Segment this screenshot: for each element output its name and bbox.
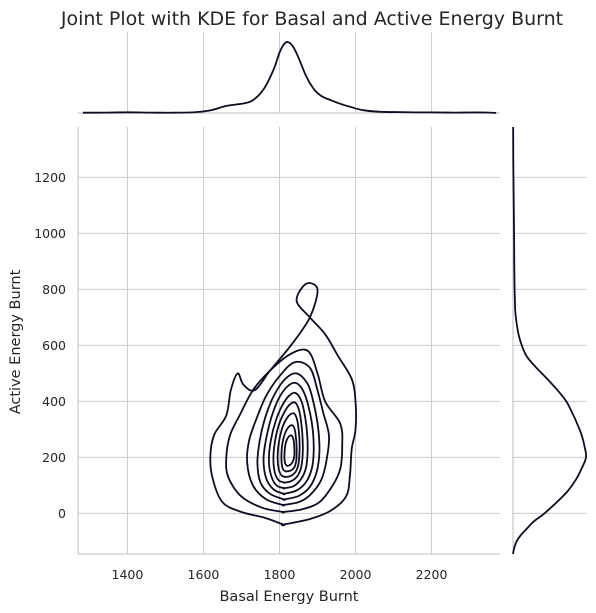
x-tick-label: 1400: [112, 567, 144, 582]
y-tick-label: 400: [42, 394, 66, 409]
kde-contour-8: [276, 412, 301, 479]
kde-contour-1: [209, 282, 357, 527]
kde-contour-4: [256, 372, 321, 501]
x-tick-label: 2000: [340, 567, 372, 582]
y-axis-label: Active Energy Burnt: [8, 269, 24, 414]
top-marginal-panel: [78, 32, 500, 114]
kde-contour-5: [262, 381, 315, 496]
x-marginal-density: [82, 41, 497, 114]
x-tick-label: 1800: [264, 567, 296, 582]
y-tick-label: 1000: [34, 226, 66, 241]
kde-contour-2: [225, 348, 344, 514]
kde-contour-9: [280, 424, 298, 473]
y-tick-label: 600: [42, 338, 66, 353]
y-marginal-density: [512, 126, 588, 555]
x-axis-label: Basal Energy Burnt: [219, 589, 358, 605]
y-tick-label: 800: [42, 282, 66, 297]
kde-contour-10: [283, 434, 296, 467]
x-tick-label: 2200: [416, 567, 448, 582]
y-tick-label: 0: [58, 506, 66, 521]
kde-contour-7: [272, 401, 304, 484]
right-marginal-panel: [512, 126, 588, 555]
y-tick-label: 1200: [34, 170, 66, 185]
kde-contour-6: [267, 391, 309, 490]
kde-contour-3: [246, 360, 330, 507]
main-kde-panel: 1400 1600 1800 2000 2200 0 200 400 600 800 1000 120…: [34, 127, 500, 582]
chart-title: Joint Plot with KDE for Basal and Active…: [60, 8, 563, 30]
y-tick-label: 200: [42, 450, 66, 465]
x-tick-label: 1600: [188, 567, 220, 582]
